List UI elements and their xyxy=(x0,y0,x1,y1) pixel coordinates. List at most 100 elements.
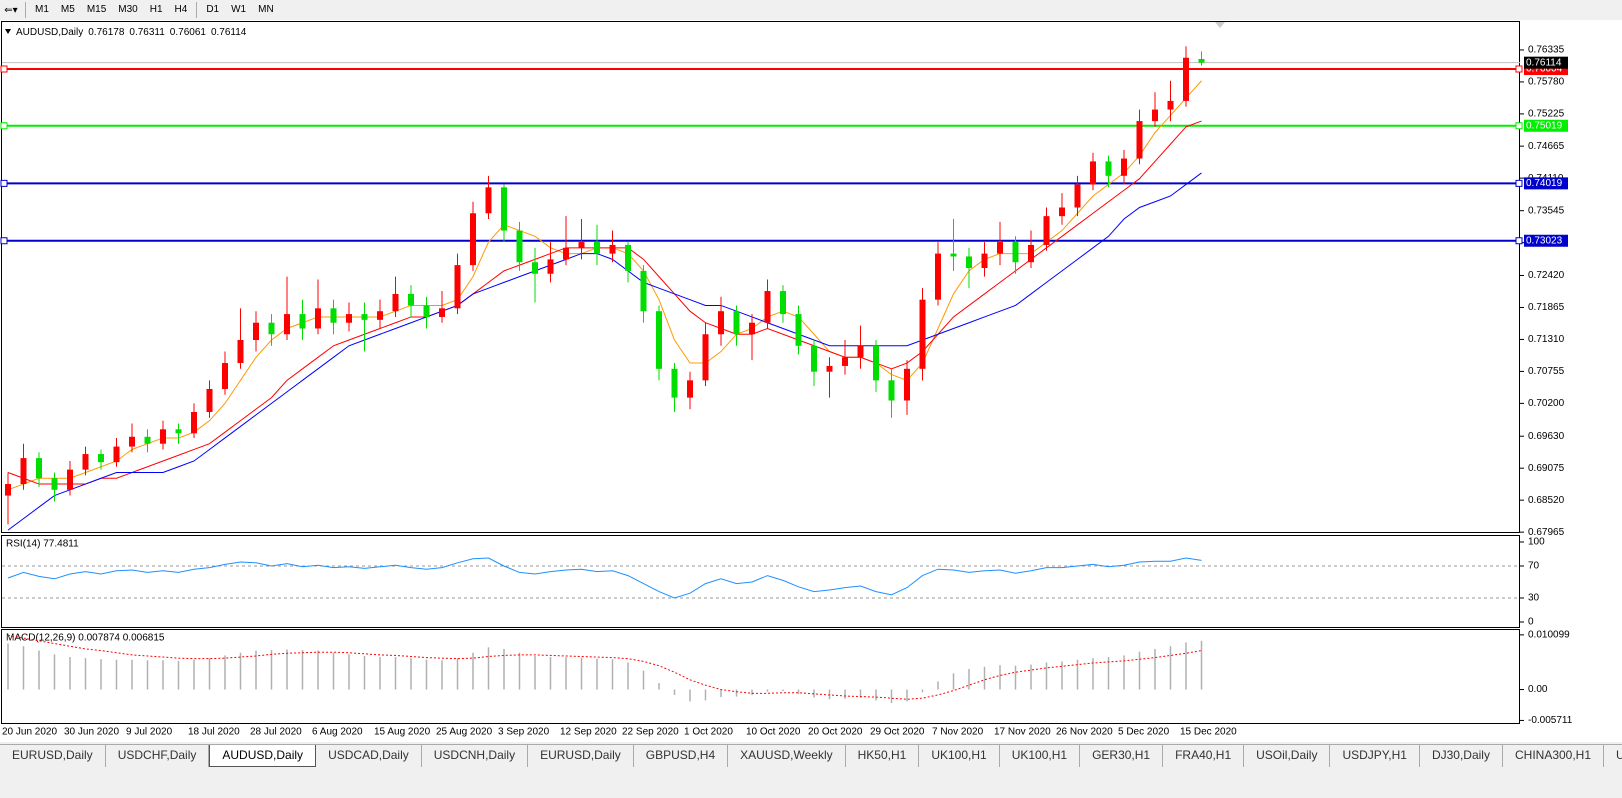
candle-body xyxy=(408,293,414,306)
level-label: 0.76004 xyxy=(1526,64,1563,75)
candle-body xyxy=(1074,184,1081,208)
candle-body xyxy=(160,429,166,444)
separator xyxy=(196,2,198,18)
candle-body xyxy=(253,322,259,341)
candle-body xyxy=(439,308,445,317)
y-tick-label: 0.75225 xyxy=(1528,109,1565,120)
candle-body xyxy=(516,230,523,263)
candle-body xyxy=(82,454,89,470)
level-handle xyxy=(1515,237,1523,245)
timeframe-button[interactable]: M30 xyxy=(118,4,138,15)
x-tick-label: 29 Oct 2020 xyxy=(870,727,925,738)
bid-label-bg xyxy=(1524,56,1568,69)
chart-tab[interactable]: USDCNH,Daily xyxy=(422,745,529,767)
x-tick-label: 20 Oct 2020 xyxy=(808,727,863,738)
x-tick-label: 25 Aug 2020 xyxy=(436,727,493,738)
y-tick-label: 0.76335 xyxy=(1528,45,1565,56)
moving-average xyxy=(7,172,1202,531)
chart-background xyxy=(0,20,1622,742)
x-tick-label: 3 Sep 2020 xyxy=(498,727,550,738)
candle-body xyxy=(842,357,848,366)
candle-body xyxy=(1152,109,1158,122)
y-tick-label: 0.67965 xyxy=(1528,527,1565,538)
chart-tab[interactable]: EURUSD,Daily xyxy=(0,745,106,767)
chart-tab[interactable]: EURUSD,Daily xyxy=(528,745,634,767)
candle-body xyxy=(144,436,151,444)
chart-tab[interactable]: USOil,Daily xyxy=(1244,745,1331,767)
candle-body xyxy=(299,314,306,329)
candle-body xyxy=(5,484,11,496)
candle-body xyxy=(826,365,833,372)
toolbar-icon[interactable]: ⇐▾ xyxy=(4,4,18,16)
y-tick-label: 0.00 xyxy=(1528,684,1548,695)
macd-signal xyxy=(7,634,1202,700)
candle-body xyxy=(919,299,926,369)
candle-body xyxy=(1198,58,1205,63)
candle-body xyxy=(129,436,135,447)
candle-body xyxy=(501,187,507,231)
candle-body xyxy=(392,293,399,312)
timeframe-button[interactable]: MN xyxy=(258,4,274,15)
shift-marker xyxy=(1215,22,1225,28)
candle-body xyxy=(361,314,368,320)
candle-body xyxy=(330,308,337,323)
candle-body xyxy=(904,368,910,401)
candle-body xyxy=(640,270,647,312)
chart-tab[interactable]: USDJPY,H1 xyxy=(1330,745,1420,767)
chart: AUDUSD,Daily 0.76178 0.76311 0.76061 0.76114… xyxy=(0,20,1622,742)
timeframe-button[interactable]: D1 xyxy=(206,4,220,15)
timeframe-button[interactable]: H4 xyxy=(174,4,188,15)
chart-header: AUDUSD,Daily 0.76178 0.76311 0.76061 0.76114 xyxy=(16,27,247,38)
timeframe-button[interactable]: M1 xyxy=(35,4,49,15)
candle-body xyxy=(780,291,786,315)
timeframe-button[interactable]: M15 xyxy=(86,4,107,15)
candle-body xyxy=(1043,216,1050,245)
chart-tab[interactable]: GBPUSD,H4 xyxy=(634,745,729,767)
chart-tab[interactable]: AUDUSD,Daily xyxy=(209,745,317,767)
chart-tab[interactable]: FRA40,H1 xyxy=(1163,745,1245,767)
candle-body xyxy=(857,345,864,358)
candle-body xyxy=(1090,161,1096,185)
x-tick-label: 10 Oct 2020 xyxy=(746,727,801,738)
chart-tab[interactable]: XAUUSD,Weekly xyxy=(728,745,846,767)
timeframe-button[interactable]: M5 xyxy=(60,4,75,15)
rsi-title: RSI(14) 77.4811 xyxy=(6,539,79,550)
chart-tab[interactable]: USDCHF,Daily xyxy=(106,745,210,767)
candle-body xyxy=(888,380,895,401)
candle-body xyxy=(1105,161,1112,176)
candle-body xyxy=(284,314,290,335)
x-tick-label: 22 Sep 2020 xyxy=(622,727,679,738)
level-handle xyxy=(0,122,8,130)
timeframe-button[interactable]: W1 xyxy=(231,4,247,15)
candle-body xyxy=(222,363,228,389)
candle-body xyxy=(718,311,724,335)
candle-body xyxy=(1012,242,1019,263)
chart-tab[interactable]: HK50,H1 xyxy=(846,745,920,767)
timeframe-button[interactable]: H1 xyxy=(149,4,163,15)
dropdown-arrow xyxy=(5,29,11,34)
y-tick-label: 0.68520 xyxy=(1528,495,1565,506)
chart-tab[interactable]: DJ30,Daily xyxy=(1420,745,1503,767)
y-tick-label: 0.74665 xyxy=(1528,141,1565,152)
separator xyxy=(25,2,26,18)
chart-tab[interactable]: CHINA300,H1 xyxy=(1503,745,1605,767)
y-tick-label: 70 xyxy=(1528,561,1540,572)
candle-body xyxy=(795,314,802,346)
chart-tab[interactable]: US xyxy=(1604,745,1622,767)
candle-body xyxy=(1183,57,1189,101)
level-handle xyxy=(0,65,8,73)
candle-body xyxy=(981,253,988,268)
candle-body xyxy=(113,446,120,463)
y-tick-label: 0.70755 xyxy=(1528,366,1565,377)
chart-tab[interactable]: UK100,H1 xyxy=(1000,745,1081,767)
candle-body xyxy=(175,429,182,434)
candle-body xyxy=(191,412,197,434)
chart-tab[interactable]: UK100,H1 xyxy=(919,745,1000,767)
level-label-bg xyxy=(1524,119,1568,132)
level-handle xyxy=(1515,122,1523,130)
level-handle xyxy=(1515,179,1523,187)
chart-tab[interactable]: USDCAD,Daily xyxy=(316,745,422,767)
candle-body xyxy=(563,247,569,260)
chart-tab[interactable]: GER30,H1 xyxy=(1080,745,1164,767)
candle-body xyxy=(67,469,73,490)
